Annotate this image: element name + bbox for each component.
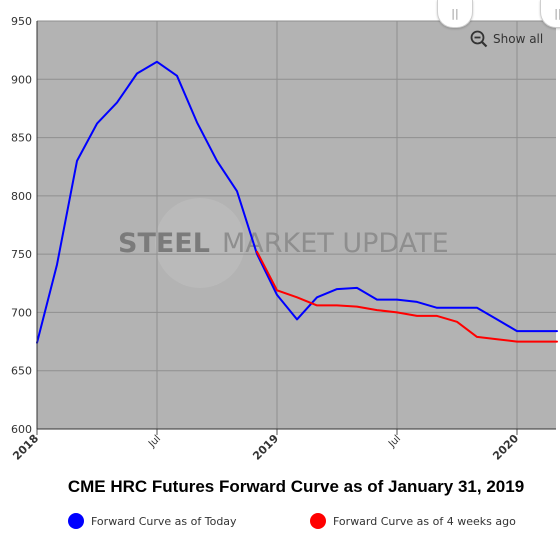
y-tick-label: 800 [11,190,32,203]
legend-item-today[interactable]: Forward Curve as of Today [68,513,237,529]
legend-marker-4-weeks-ago [310,513,326,529]
chart-title: CME HRC Futures Forward Curve as of Janu… [67,477,525,496]
legend-label-today: Forward Curve as of Today [91,514,237,528]
x-tick-label: Jul [386,433,403,450]
legend-marker-today [68,513,84,529]
x-tick-label: 2018 [10,432,41,463]
x-tick-label: Jul [146,433,163,450]
y-tick-label: 600 [11,423,32,436]
zoom-handle-left[interactable]: || [437,0,473,28]
y-tick-label: 700 [11,306,32,319]
zoom-out-icon [470,30,488,48]
y-tick-label: 900 [11,73,32,86]
y-tick-label: 650 [11,365,32,378]
grid-lines [36,20,556,429]
legend: Forward Curve as of Today Forward Curve … [68,513,548,533]
legend-label-4-weeks-ago: Forward Curve as of 4 weeks ago [333,514,516,528]
y-tick-label: 950 [11,15,32,28]
y-tick-label: 850 [11,132,32,145]
series-line-today [36,60,558,344]
show-all-label: Show all [493,32,544,46]
legend-item-4-weeks-ago[interactable]: Forward Curve as of 4 weeks ago [310,513,516,529]
plot-background [37,21,556,429]
show-all-button[interactable]: Show all [470,29,543,49]
x-tick-label: 2019 [250,432,281,463]
series-line-4-weeks-ago [256,250,558,343]
chart: STEEL MARKET UPDATE 60065070075080085090… [10,15,558,463]
series-lines [36,60,558,344]
plot-area [37,21,556,429]
x-tick-label: 2020 [490,432,521,463]
y-tick-label: 750 [11,248,32,261]
